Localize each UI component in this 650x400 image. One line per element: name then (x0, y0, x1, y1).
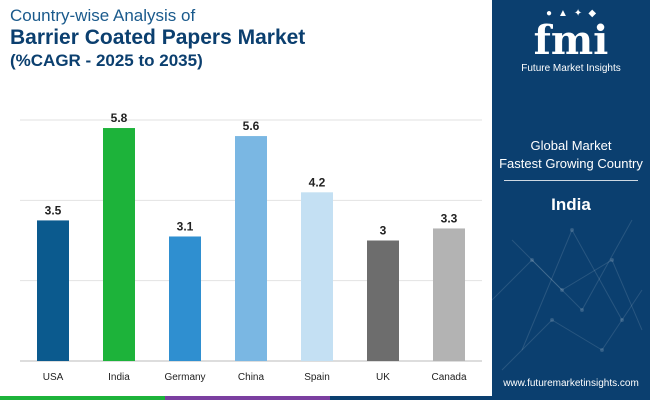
bars (37, 128, 465, 361)
bar-spain (301, 192, 333, 361)
value-labels: 3.5 5.8 3.1 5.6 4.2 3 3.3 (45, 111, 458, 237)
side-panel: ● ▲ ✦ ◆ fmi Future Market Insights Globa… (492, 0, 650, 400)
bar-india (103, 128, 135, 361)
tick-label-canada: Canada (431, 372, 466, 383)
value-label-uk: 3 (380, 224, 387, 238)
chart-subtitle: (%CAGR - 2025 to 2035) (10, 51, 203, 70)
logo-brand-name: Future Market Insights (521, 63, 621, 74)
tick-label-uk: UK (376, 372, 390, 383)
bar-uk (367, 240, 399, 361)
title-block: Country-wise Analysis of Barrier Coated … (10, 6, 305, 71)
panel-label-fastest-growing: Fastest Growing Country (499, 156, 643, 171)
chart-title-line2: Barrier Coated Papers Market (10, 26, 306, 49)
leaf-icon: ◆ (588, 8, 597, 19)
flask-icon: ▲ (558, 8, 568, 19)
value-label-china: 5.6 (243, 119, 260, 133)
tick-label-spain: Spain (304, 372, 330, 383)
fmi-logo: ● ▲ ✦ ◆ fmi Future Market Insights (492, 8, 650, 74)
panel-label-global-market: Global Market (530, 138, 612, 153)
decorative-pattern (492, 219, 643, 371)
tick-label-germany: Germany (164, 372, 205, 383)
logo-mark: fmi (533, 17, 609, 64)
bar-usa (37, 220, 69, 361)
website-link[interactable]: www.futuremarketinsights.com (503, 378, 639, 389)
category-tick-labels: USA India Germany China Spain UK Canada (43, 372, 467, 383)
bar-germany (169, 236, 201, 361)
logo-icon-row: ● ▲ ✦ ◆ (492, 8, 650, 19)
panel-divider (504, 180, 638, 181)
tick-label-india: India (108, 372, 130, 383)
tick-label-usa: USA (43, 372, 64, 383)
fastest-growing-country: India (551, 195, 591, 214)
footer-stripe-green (0, 396, 165, 400)
globe-icon: ● (545, 8, 553, 19)
footer-stripe-purple (165, 396, 330, 400)
tick-label-china: China (238, 372, 265, 383)
gear-icon: ✦ (573, 8, 583, 19)
value-label-spain: 4.2 (309, 175, 326, 189)
value-label-canada: 3.3 (441, 211, 458, 225)
value-label-usa: 3.5 (45, 203, 62, 217)
footer-stripe-navy (330, 396, 492, 400)
bar-chart: 3.5 5.8 3.1 5.6 4.2 3 3.3 USA India Germany China… (20, 111, 482, 383)
chart-title-line1: Country-wise Analysis of (10, 6, 196, 25)
value-label-india: 5.8 (111, 111, 128, 125)
value-label-germany: 3.1 (177, 219, 194, 233)
bar-china (235, 136, 267, 361)
bar-canada (433, 228, 465, 361)
